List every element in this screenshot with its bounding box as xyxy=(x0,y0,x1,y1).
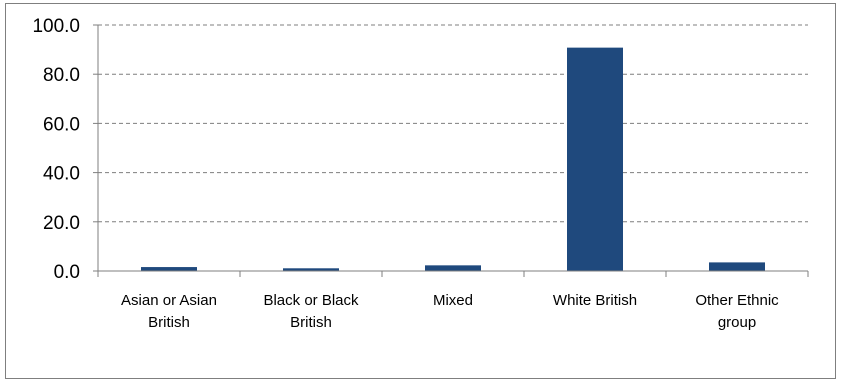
y-tick-label: 40.0 xyxy=(43,164,80,185)
x-tick-label: group xyxy=(718,314,756,331)
x-tick-label: Black or Black xyxy=(263,292,359,309)
x-tick-label: Asian or Asian xyxy=(121,292,217,309)
bars xyxy=(141,47,765,271)
x-tick-label: Other Ethnic xyxy=(695,292,779,309)
chart-frame xyxy=(5,3,836,379)
y-tick-label: 0.0 xyxy=(54,262,80,283)
bar-0 xyxy=(141,267,197,271)
x-tick-label: British xyxy=(148,314,190,331)
y-tick-label: 80.0 xyxy=(43,65,80,86)
bar-3 xyxy=(567,47,623,271)
y-tick-label: 60.0 xyxy=(43,114,80,135)
bar-1 xyxy=(283,268,339,271)
bar-4 xyxy=(709,262,765,271)
axes xyxy=(93,24,809,277)
x-tick-label: Mixed xyxy=(433,292,473,309)
x-tick-labels: Asian or Asian British Black or Black Briti… xyxy=(121,292,779,331)
y-tick-label: 100.0 xyxy=(32,16,80,37)
x-tick-label: British xyxy=(290,314,332,331)
gridlines xyxy=(98,24,808,223)
y-tick-labels: 0.0 20.0 40.0 60.0 80.0 100.0 xyxy=(32,16,80,283)
bar-2 xyxy=(425,265,481,271)
x-tick-label: White British xyxy=(553,292,637,309)
y-tick-label: 20.0 xyxy=(43,213,80,234)
